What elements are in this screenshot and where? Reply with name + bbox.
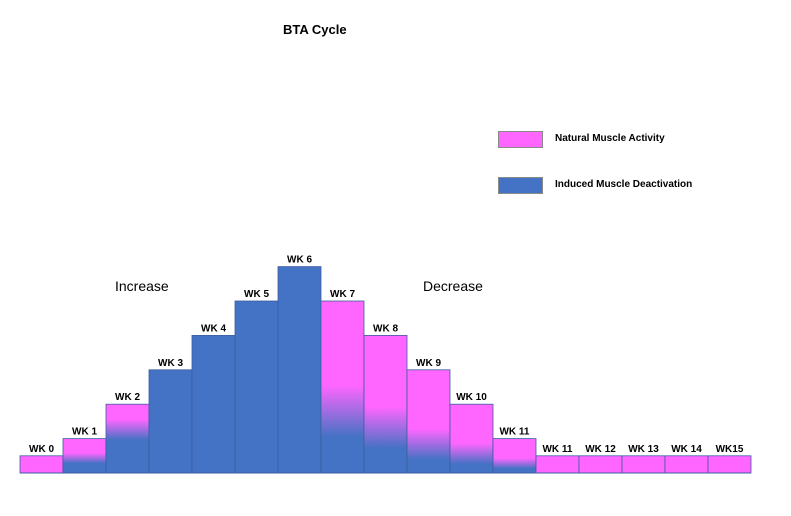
bar-10 <box>449 403 494 474</box>
annotation-decrease: Decrease <box>423 278 483 294</box>
bar-11 <box>492 438 537 474</box>
bar-1 <box>62 438 107 474</box>
legend-swatch-natural <box>498 131 543 148</box>
legend-swatch-induced <box>498 177 543 194</box>
legend-label-induced: Induced Muscle Deactivation <box>555 179 693 190</box>
bar-16 <box>707 455 752 474</box>
bar-label-9: WK 9 <box>416 358 441 369</box>
bar-label-10: WK 10 <box>456 392 487 403</box>
bar-5 <box>234 300 279 474</box>
bar-label-7: WK 7 <box>330 289 355 300</box>
bar-label-11: WK 11 <box>499 427 529 438</box>
bar-8 <box>363 334 408 474</box>
chart-title: BTA Cycle <box>283 22 347 37</box>
bar-label-3: WK 3 <box>158 358 183 369</box>
bar-label-16: WK15 <box>716 444 744 455</box>
bar-3 <box>148 369 193 474</box>
bar-0 <box>19 455 64 474</box>
bar-13 <box>578 455 623 474</box>
legend-label-natural: Natural Muscle Activity <box>555 133 665 144</box>
bar-label-2: WK 2 <box>115 392 140 403</box>
bar-12 <box>535 455 580 474</box>
bar-label-8: WK 8 <box>373 323 398 334</box>
annotation-increase: Increase <box>115 278 169 294</box>
bar-7 <box>320 300 365 474</box>
bar-4 <box>191 334 236 474</box>
bar-label-15: WK 14 <box>671 444 702 455</box>
bar-label-12: WK 11 <box>542 444 572 455</box>
bar-label-13: WK 12 <box>585 444 616 455</box>
bar-6 <box>277 266 322 474</box>
bar-15 <box>664 455 709 474</box>
bar-9 <box>406 369 451 474</box>
bar-label-0: WK 0 <box>29 444 54 455</box>
bar-label-4: WK 4 <box>201 323 226 334</box>
bar-14 <box>621 455 666 474</box>
bar-label-6: WK 6 <box>287 255 312 266</box>
bar-2 <box>105 403 150 474</box>
bar-label-1: WK 1 <box>72 427 97 438</box>
bar-label-14: WK 13 <box>628 444 659 455</box>
bar-label-5: WK 5 <box>244 289 269 300</box>
